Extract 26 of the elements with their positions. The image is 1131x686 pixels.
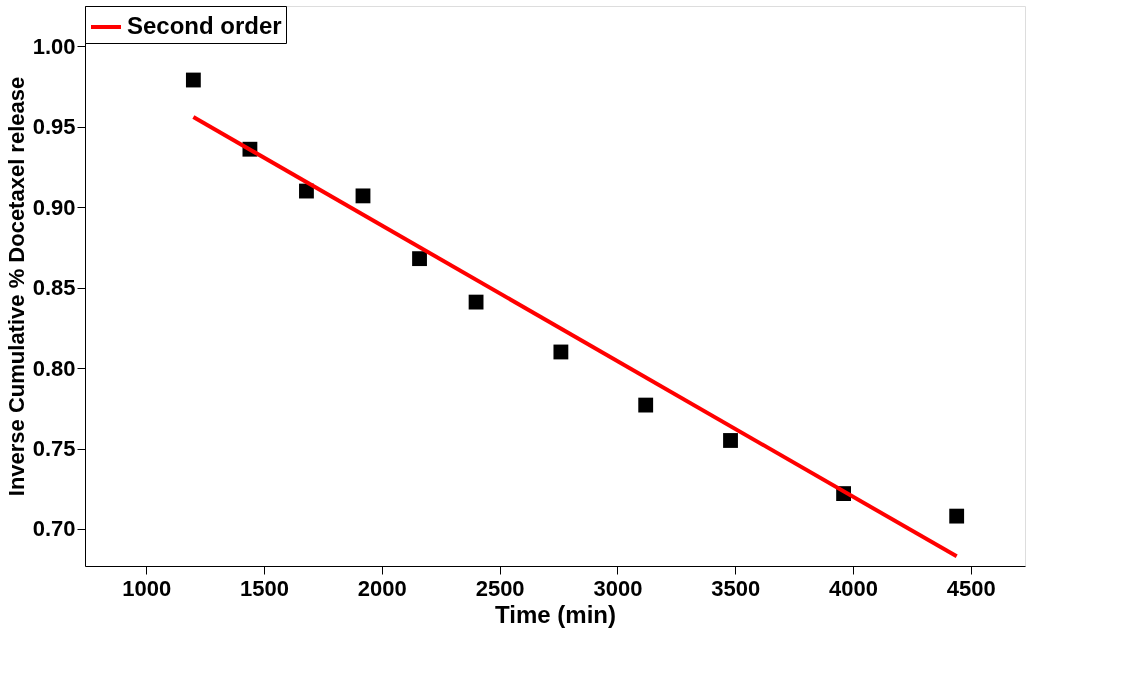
y-tick-label: 0.75 — [32, 436, 76, 462]
x-axis-title: Time (min) — [495, 600, 616, 628]
point — [355, 188, 371, 204]
y-tick-label: 0.70 — [32, 516, 76, 542]
point — [553, 344, 569, 360]
x-tick-label: 3500 — [711, 575, 761, 601]
point — [412, 251, 427, 267]
x-tick-label: 2500 — [475, 575, 525, 601]
point — [185, 72, 201, 88]
y-tick-label: 0.95 — [32, 114, 76, 140]
point — [468, 294, 484, 310]
point — [638, 397, 654, 413]
x-tick-label: 1500 — [240, 575, 290, 601]
x-tick-label: 4500 — [946, 575, 996, 601]
y-tick-label: 0.85 — [32, 275, 76, 301]
y-axis-title: Inverse Cumulative % Docetaxel release — [3, 76, 29, 497]
point — [723, 433, 738, 448]
point — [949, 508, 965, 524]
y-tick-label: 1.00 — [32, 33, 76, 59]
legend-label: Second order — [127, 12, 282, 39]
y-tick-label: 0.80 — [32, 355, 76, 381]
y-tick-label: 0.90 — [32, 194, 76, 220]
x-tick-label: 3000 — [593, 575, 643, 601]
x-tick-label: 4000 — [829, 575, 878, 601]
x-tick-label: 2000 — [357, 575, 407, 601]
x-tick-label: 1000 — [122, 575, 172, 601]
